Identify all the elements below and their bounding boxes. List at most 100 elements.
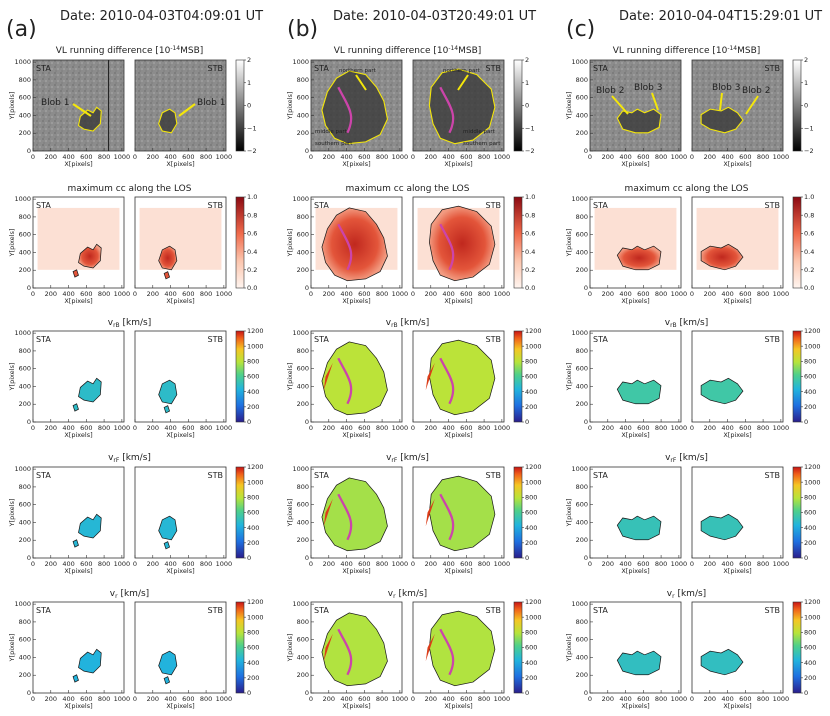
track-line [439, 628, 455, 676]
x-tick-label: 400 [721, 153, 733, 161]
plot-area [134, 466, 227, 559]
x-tick-label: 600 [358, 560, 370, 568]
colorbar-tick-label: 400 [804, 388, 816, 396]
x-tick-label: 200 [45, 290, 57, 298]
panel-label-left: STA [314, 606, 329, 615]
colorbar-tick-label: 800 [247, 629, 259, 637]
panel-right: STB 0 200 400 600 800 1000 X[pixels] [133, 330, 232, 439]
x-tick-label: 800 [98, 424, 110, 432]
cc-region-small [163, 271, 171, 280]
panel-label-right: STB [765, 335, 780, 344]
x-tick-label: 400 [442, 695, 454, 703]
y-tick-label: 600 [19, 501, 31, 509]
y-tick-label: 400 [19, 518, 31, 526]
x-tick-label: 800 [655, 560, 667, 568]
annotation-text: Blob 2 [742, 86, 770, 96]
y-tick-label: 800 [576, 347, 588, 355]
x-tick-label: 600 [637, 153, 649, 161]
cc-region [158, 245, 178, 271]
panel-left: STA 0 200 400 600 800 1000 X[pixels] 0 200 400 600 8… [8, 465, 130, 575]
colorbar-tick-label: 800 [247, 358, 259, 366]
x-axis-label: X[pixels] [342, 702, 370, 710]
colorbar-tick-label: 200 [804, 539, 816, 547]
column-label-c: (c) [566, 17, 595, 42]
velocity-region [700, 648, 744, 676]
x-axis-label: X[pixels] [342, 567, 370, 575]
x-tick-label: 200 [147, 695, 159, 703]
panel-right: STB 0 200 400 600 800 1000 X[pixels] [411, 330, 511, 439]
x-tick-label: 200 [147, 153, 159, 161]
y-tick-label: 0 [584, 147, 588, 155]
annotation-arrow [355, 74, 367, 91]
colorbar-tick-label: 0.8 [804, 211, 814, 219]
colorbar-tick-label: 600 [525, 509, 537, 517]
panel-left: STA 0 200 400 600 800 1000 X[pixels] 0 200 400 600 8… [286, 465, 408, 575]
colorbar-tick-label: 0 [247, 689, 251, 697]
colorbar-tick-label: 1000 [525, 613, 542, 621]
panel-right: STB 0 200 400 600 800 1000 X[pixels] [133, 601, 232, 710]
x-tick-label: 400 [62, 560, 74, 568]
x-tick-label: 600 [739, 290, 751, 298]
plot-area [589, 330, 682, 423]
row-vrf-col-c: vrF [km/s] STA 0 200 400 600 800 1000 X[pixels] 0… [565, 453, 821, 575]
panel-left: STA 0 200 400 600 800 1000 X[pixels] 0 200 400 600 8… [286, 329, 408, 439]
colorbar-tick-label: 2 [804, 56, 808, 64]
x-tick-label: 600 [460, 153, 472, 161]
x-axis-label: X[pixels] [166, 431, 194, 439]
y-tick-label: 600 [297, 231, 309, 239]
panel-left: STA 0 200 400 600 800 1000 X[pixels] 0 200 400 600 8… [8, 195, 130, 305]
x-tick-label: 0 [31, 424, 35, 432]
colorbar-tick-label: 600 [804, 509, 816, 517]
x-tick-label: 0 [588, 560, 592, 568]
x-tick-label: 0 [31, 153, 35, 161]
y-tick-label: 400 [297, 248, 309, 256]
colorbar-tick-label: 1 [804, 79, 808, 87]
colorbar-tick-label: 0.2 [804, 266, 814, 274]
y-tick-label: 600 [19, 94, 31, 102]
colorbar-tick-label: 1000 [247, 342, 264, 350]
colorbar-tick-label: 800 [525, 358, 537, 366]
y-tick-label: 0 [584, 284, 588, 292]
y-tick-label: 0 [27, 147, 31, 155]
annotation-arrow [611, 95, 629, 115]
x-tick-label: 800 [757, 560, 769, 568]
panel-label-right: STB [208, 471, 223, 480]
annotation-arrow [651, 92, 659, 111]
x-tick-label: 0 [588, 424, 592, 432]
x-tick-label: 0 [309, 153, 313, 161]
y-tick-label: 1000 [14, 58, 31, 66]
colorbar-tick-label: 200 [247, 674, 259, 682]
x-tick-label: 600 [182, 424, 194, 432]
y-tick-label: 400 [297, 518, 309, 526]
x-tick-label: 0 [31, 560, 35, 568]
colorbar-fill [235, 330, 245, 423]
x-axis-label: X[pixels] [64, 431, 92, 439]
x-tick-label: 400 [340, 424, 352, 432]
row-title: VL running difference [10-14MSB] [613, 45, 761, 56]
colorbar-tick-label: 0 [525, 689, 529, 697]
y-tick-label: 0 [584, 554, 588, 562]
colorbar-tick-label: 0.6 [247, 230, 257, 238]
colorbar-tick-label: 1.0 [804, 193, 814, 201]
colorbar-tick-label: 600 [247, 644, 259, 652]
x-tick-label: 0 [133, 153, 137, 161]
track-line [337, 86, 353, 134]
annotation-text: northern part [339, 68, 377, 74]
velocity-region-small [163, 541, 171, 550]
x-tick-label: 600 [739, 695, 751, 703]
y-tick-label: 0 [305, 284, 309, 292]
x-tick-label: 600 [80, 560, 92, 568]
panel-right: STB 0 200 400 600 800 1000 X[pixels] [690, 59, 789, 168]
y-tick-label: 800 [19, 347, 31, 355]
plot-area [691, 601, 784, 694]
row-title: maximum cc along the LOS [68, 184, 192, 194]
cme-structure [701, 107, 743, 133]
colorbar-tick-label: 1000 [247, 478, 264, 486]
y-axis-label: Y[pixels] [286, 92, 294, 121]
x-tick-label: 600 [460, 424, 472, 432]
y-tick-label: 800 [576, 483, 588, 491]
colorbar-tick-label: 1200 [804, 327, 821, 335]
x-axis-label: X[pixels] [166, 702, 194, 710]
x-tick-label: 1000 [494, 424, 511, 432]
